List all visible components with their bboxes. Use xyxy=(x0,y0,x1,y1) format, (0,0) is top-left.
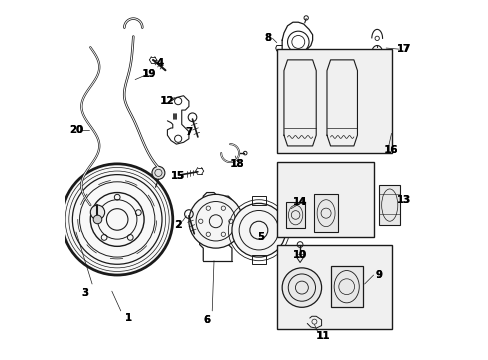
Text: 4: 4 xyxy=(157,58,163,68)
Text: 2: 2 xyxy=(174,220,181,230)
Text: 16: 16 xyxy=(384,144,398,154)
Text: 15: 15 xyxy=(171,171,185,181)
Circle shape xyxy=(93,215,102,224)
Text: 4: 4 xyxy=(156,58,163,68)
Text: 17: 17 xyxy=(397,44,410,54)
Text: 13: 13 xyxy=(397,195,410,205)
Text: 14: 14 xyxy=(293,197,306,207)
Text: 18: 18 xyxy=(230,159,244,169)
Bar xyxy=(285,202,305,228)
Text: 10: 10 xyxy=(292,250,306,260)
Text: 14: 14 xyxy=(292,197,307,207)
Text: 3: 3 xyxy=(81,288,88,298)
Bar xyxy=(378,185,400,225)
Text: 11: 11 xyxy=(316,331,329,341)
Text: 15: 15 xyxy=(171,171,184,181)
Circle shape xyxy=(61,164,172,275)
Text: 13: 13 xyxy=(396,195,410,205)
Text: 16: 16 xyxy=(384,144,397,154)
Text: 1: 1 xyxy=(124,313,131,323)
Circle shape xyxy=(90,205,104,220)
Text: 5: 5 xyxy=(257,232,264,242)
Bar xyxy=(330,266,362,307)
Text: 3: 3 xyxy=(81,288,88,298)
Circle shape xyxy=(231,203,285,257)
Text: 10: 10 xyxy=(293,250,306,260)
Circle shape xyxy=(188,194,242,248)
Bar xyxy=(251,255,265,264)
Text: 20: 20 xyxy=(68,125,83,135)
Text: 9: 9 xyxy=(375,270,382,280)
Text: 19: 19 xyxy=(142,69,156,79)
Text: 19: 19 xyxy=(142,69,156,79)
Bar xyxy=(314,194,337,232)
Text: 20: 20 xyxy=(69,125,82,135)
Text: 9: 9 xyxy=(375,270,382,280)
Bar xyxy=(251,196,265,205)
Text: 7: 7 xyxy=(185,127,192,136)
Text: 12: 12 xyxy=(161,96,174,106)
Text: 7: 7 xyxy=(185,127,192,136)
Text: 18: 18 xyxy=(230,159,244,169)
Bar xyxy=(276,49,391,153)
Text: 8: 8 xyxy=(264,33,271,43)
Text: 6: 6 xyxy=(203,315,210,325)
Text: 11: 11 xyxy=(316,331,330,341)
Text: 5: 5 xyxy=(257,232,264,242)
Text: 1: 1 xyxy=(124,313,131,323)
Text: 8: 8 xyxy=(264,33,271,43)
Text: 12: 12 xyxy=(160,96,174,106)
Circle shape xyxy=(152,166,164,179)
Circle shape xyxy=(282,268,321,307)
Text: 17: 17 xyxy=(396,44,410,54)
Text: 6: 6 xyxy=(203,315,210,325)
Text: 2: 2 xyxy=(174,220,182,230)
Bar xyxy=(276,162,373,237)
Bar xyxy=(276,244,391,329)
